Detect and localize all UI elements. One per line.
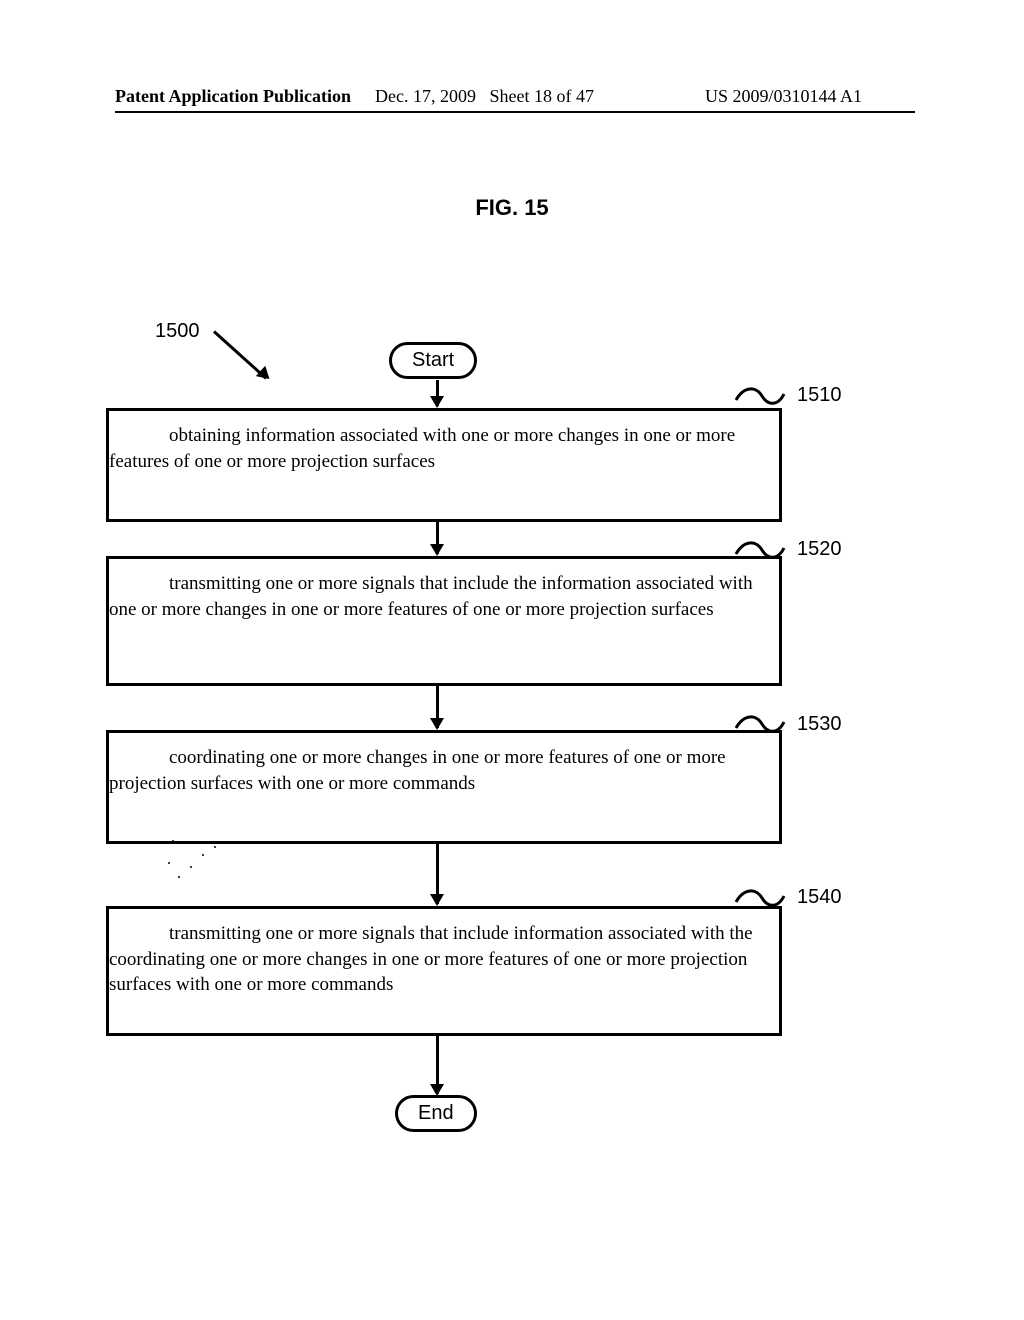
flow-arrow-icon <box>436 1034 439 1094</box>
reference-label: 1540 <box>797 886 842 909</box>
flow-step-box: transmitting one or more signals that in… <box>106 906 782 1036</box>
flow-arrow-icon <box>436 842 439 904</box>
reference-label: 1520 <box>797 538 842 561</box>
flow-step-text: transmitting one or more signals that in… <box>109 921 779 998</box>
header-date: Dec. 17, 2009 <box>375 86 476 106</box>
flow-arrow-icon <box>436 380 439 406</box>
header-publication: Patent Application Publication <box>115 86 351 107</box>
flow-step-text: coordinating one or more changes in one … <box>109 745 779 796</box>
flow-step-box: obtaining information associated with on… <box>106 408 782 522</box>
reference-label: 1510 <box>797 384 842 407</box>
flow-step-box: transmitting one or more signals that in… <box>106 556 782 686</box>
header-rule <box>115 111 915 113</box>
header-date-sheet: Dec. 17, 2009 Sheet 18 of 47 <box>375 86 594 107</box>
header-sheet: Sheet 18 of 47 <box>489 86 593 106</box>
flow-end: End <box>395 1095 477 1132</box>
callout-curve-icon <box>734 384 786 408</box>
flow-arrow-icon <box>436 684 439 728</box>
flow-arrow-icon <box>436 520 439 554</box>
flow-step-box: coordinating one or more changes in one … <box>106 730 782 844</box>
header-pubno: US 2009/0310144 A1 <box>705 86 862 107</box>
reference-main: 1500 <box>155 320 200 343</box>
flow-start: Start <box>389 342 477 379</box>
flow-step-text: obtaining information associated with on… <box>109 423 779 474</box>
figure-title: FIG. 15 <box>0 195 1024 221</box>
reference-label: 1530 <box>797 713 842 736</box>
page: Patent Application Publication Dec. 17, … <box>0 0 1024 1320</box>
pointer-arrowhead-icon <box>256 366 274 384</box>
flow-step-text: transmitting one or more signals that in… <box>109 571 779 622</box>
